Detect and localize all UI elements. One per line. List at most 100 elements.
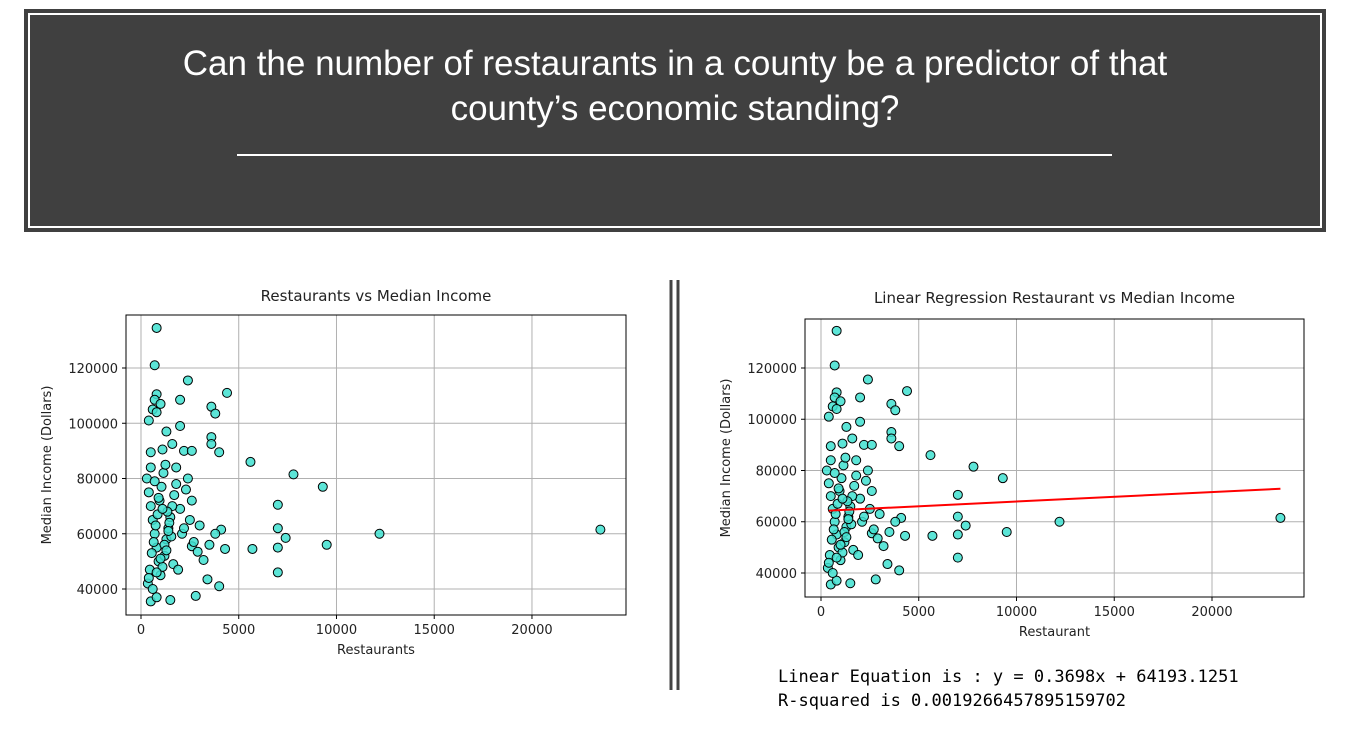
y-tick-label: 80000	[756, 464, 797, 479]
y-tick-label: 60000	[77, 528, 118, 543]
scatter-point	[182, 473, 193, 484]
scatter-point	[272, 567, 283, 578]
scatter-point	[182, 375, 193, 386]
scatter-point	[147, 584, 158, 595]
scatter-point	[997, 473, 1008, 484]
y-axis-label: Median Income (Dollars)	[719, 379, 734, 538]
scatter-point	[847, 433, 858, 444]
scatter-point	[157, 503, 168, 514]
scatter-point	[882, 559, 893, 570]
scatter-point	[192, 546, 203, 557]
scatter-point	[247, 543, 258, 554]
scatter-point	[840, 452, 851, 463]
scatter-point	[153, 492, 164, 503]
scatter-point	[165, 595, 176, 606]
scatter-point	[167, 438, 178, 449]
scatter-point	[210, 528, 221, 539]
scatter-point	[171, 462, 182, 473]
scatter-point	[151, 567, 162, 578]
chart-title: Linear Regression Restaurant vs Median I…	[874, 289, 1235, 307]
scatter-point	[878, 541, 889, 552]
scatter-point	[894, 565, 905, 576]
scatter-point	[194, 520, 205, 531]
scatter-point	[202, 574, 213, 585]
scatter-point	[149, 476, 160, 487]
scatter-point	[149, 360, 160, 371]
scatter-point	[245, 456, 256, 467]
scatter-point	[836, 473, 847, 484]
scatter-point	[173, 564, 184, 575]
x-tick-label: 20000	[511, 623, 552, 638]
scatter-point	[831, 552, 842, 563]
scatter-point	[186, 445, 197, 456]
scatter-point	[900, 530, 911, 541]
header-title: Can the number of restaurants in a count…	[183, 44, 1168, 128]
scatter-point	[827, 567, 838, 578]
scatter-point	[158, 467, 169, 478]
scatter-point	[272, 523, 283, 534]
scatter-point	[952, 552, 963, 563]
scatter-point	[874, 509, 885, 520]
y-tick-label: 40000	[756, 567, 797, 582]
plot-frame	[125, 314, 627, 616]
scatter-point	[831, 575, 842, 586]
scatter-point	[595, 524, 606, 535]
scatter-point	[190, 590, 201, 601]
scatter-point	[288, 469, 299, 480]
y-tick-label: 60000	[756, 516, 797, 531]
scatter-point	[214, 447, 225, 458]
scatter-point	[866, 439, 877, 450]
scatter-point	[825, 455, 836, 466]
scatter-point	[823, 411, 834, 422]
scatter-point	[206, 438, 217, 449]
y-axis-label: Median Income (Dollars)	[40, 386, 55, 545]
x-tick-label: 5000	[222, 623, 255, 638]
scatter-point	[870, 574, 881, 585]
x-tick-label: 10000	[316, 623, 357, 638]
scatter-point	[884, 526, 895, 537]
scatter-point	[868, 524, 879, 535]
scatter-point	[157, 444, 168, 455]
x-axis-label: Restaurants	[337, 643, 415, 658]
y-tick-label: 40000	[77, 583, 118, 598]
y-tick-label: 120000	[68, 362, 118, 377]
scatter-point	[825, 491, 836, 502]
scatter-point	[143, 572, 154, 583]
scatter-point	[952, 529, 963, 540]
annotation: Linear Equation is : y = 0.3698x + 64193…	[778, 667, 1239, 687]
scatter-point	[171, 479, 182, 490]
scatter-point	[161, 545, 172, 556]
y-tick-label: 100000	[68, 417, 118, 432]
scatter-point	[169, 490, 180, 501]
scatter-point	[145, 501, 156, 512]
scatter-point	[862, 374, 873, 385]
scatter-point	[156, 481, 167, 492]
scatter-point	[175, 394, 186, 405]
scatter-point	[862, 465, 873, 476]
y-tick-label: 120000	[747, 362, 797, 377]
scatter-point	[829, 360, 840, 371]
scatter-point	[855, 416, 866, 427]
scatter-point	[828, 524, 839, 535]
scatter-point	[835, 539, 846, 550]
scatter-point	[841, 532, 852, 543]
scatter-point	[374, 528, 385, 539]
scatter-point	[188, 537, 199, 548]
regression-line	[828, 487, 1281, 512]
scatter-point	[175, 421, 186, 432]
scatter-point	[960, 520, 971, 531]
scatter-point	[831, 325, 842, 336]
scatter-point	[160, 459, 171, 470]
x-axis-label: Restaurant	[1019, 625, 1090, 640]
scatter-point	[317, 481, 328, 492]
scatter-point	[155, 398, 166, 409]
scatter-point	[143, 415, 154, 426]
scatter-point	[853, 550, 864, 561]
scatter-point	[220, 543, 231, 554]
scatter-point	[833, 483, 844, 494]
scatter-point	[179, 523, 190, 534]
scatter-point	[222, 387, 233, 398]
scatter-point	[823, 557, 834, 568]
scatter-point	[952, 489, 963, 500]
